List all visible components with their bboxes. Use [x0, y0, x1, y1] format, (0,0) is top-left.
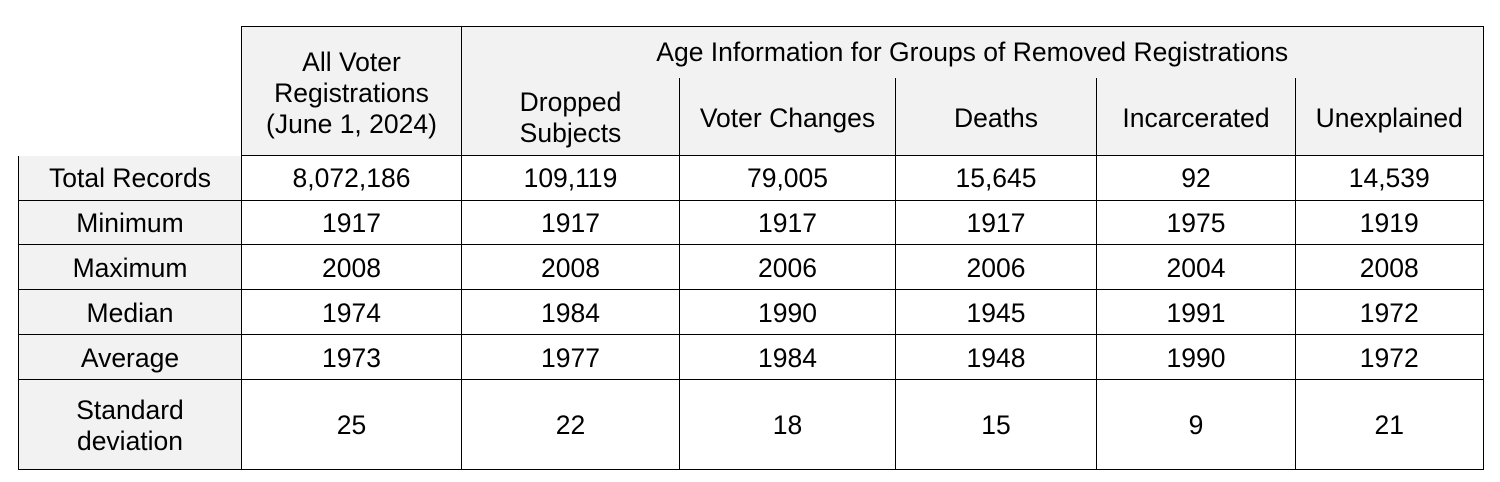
data-cell: 1990	[680, 290, 896, 335]
data-cell: 2006	[896, 245, 1097, 290]
data-cell: 25	[242, 380, 462, 470]
col-header-deaths: Deaths	[896, 77, 1097, 156]
data-cell: 1991	[1097, 290, 1296, 335]
col-header-dropped-subjects: Dropped Subjects	[462, 77, 680, 156]
span-header-age-information: Age Information for Groups of Removed Re…	[462, 26, 1484, 78]
data-cell: 14,539	[1296, 156, 1484, 201]
data-cell: 1917	[462, 200, 680, 245]
data-cell: 1972	[1296, 290, 1484, 335]
col-header-incarcerated: Incarcerated	[1097, 77, 1296, 156]
data-cell: 1973	[242, 335, 462, 380]
data-cell: 1917	[242, 200, 462, 245]
data-cell: 109,119	[462, 156, 680, 201]
data-cell: 1977	[462, 335, 680, 380]
data-cell: 2008	[1296, 245, 1484, 290]
data-cell: 1974	[242, 290, 462, 335]
data-cell: 2008	[242, 245, 462, 290]
data-cell: 2004	[1097, 245, 1296, 290]
data-cell: 2006	[680, 245, 896, 290]
data-cell: 1919	[1296, 200, 1484, 245]
data-cell: 15,645	[896, 156, 1097, 201]
data-cell: 1917	[680, 200, 896, 245]
row-label-standard-deviation: Standard deviation	[18, 380, 242, 470]
col-header-all-voter-registrations: All Voter Registrations (June 1, 2024)	[242, 26, 462, 156]
data-cell: 1984	[462, 290, 680, 335]
row-label-median: Median	[18, 290, 242, 335]
data-cell: 8,072,186	[242, 156, 462, 201]
row-label-total-records: Total Records	[18, 156, 242, 201]
row-label-minimum: Minimum	[18, 200, 242, 245]
data-cell: 18	[680, 380, 896, 470]
col-header-unexplained: Unexplained	[1296, 77, 1484, 156]
data-cell: 1972	[1296, 335, 1484, 380]
data-cell: 1917	[896, 200, 1097, 245]
corner-empty-cell	[18, 26, 242, 156]
data-cell: 2008	[462, 245, 680, 290]
data-cell: 79,005	[680, 156, 896, 201]
data-cell: 21	[1296, 380, 1484, 470]
data-cell: 92	[1097, 156, 1296, 201]
statistics-table: All Voter Registrations (June 1, 2024) A…	[18, 26, 1484, 470]
data-cell: 1990	[1097, 335, 1296, 380]
col-header-voter-changes: Voter Changes	[680, 77, 896, 156]
data-cell: 1975	[1097, 200, 1296, 245]
data-cell: 1984	[680, 335, 896, 380]
data-cell: 9	[1097, 380, 1296, 470]
data-cell: 1948	[896, 335, 1097, 380]
data-cell: 15	[896, 380, 1097, 470]
row-label-maximum: Maximum	[18, 245, 242, 290]
data-cell: 1945	[896, 290, 1097, 335]
row-label-average: Average	[18, 335, 242, 380]
data-cell: 22	[462, 380, 680, 470]
